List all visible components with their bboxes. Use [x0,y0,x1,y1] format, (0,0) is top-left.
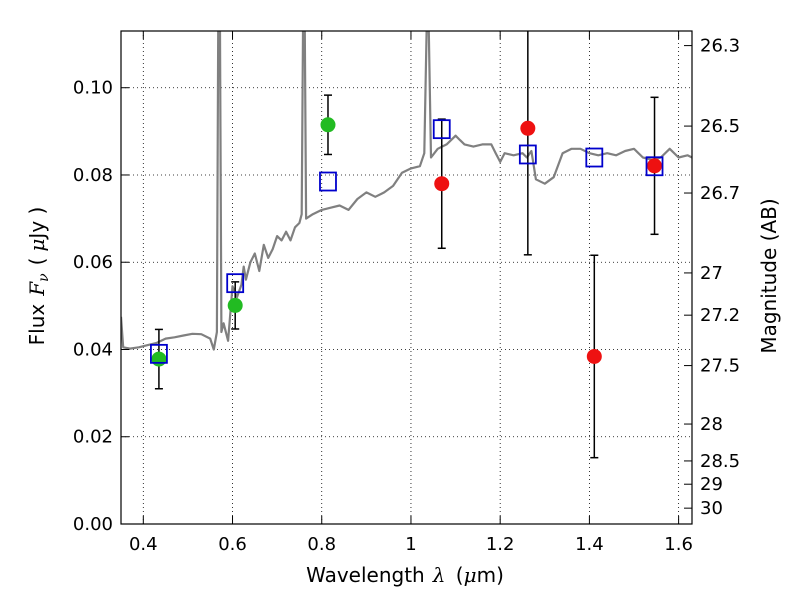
model-spectrum-layer [121,31,692,351]
y-tick-label: 0.04 [73,339,113,360]
mag-tick-label: 27 [700,263,723,284]
x-axis-label: Wavelength λ (μm) [306,563,504,587]
y-tick-label: 0.08 [73,165,113,186]
y-tick-label: 0.10 [73,78,113,99]
y-tick-label: 0.06 [73,252,113,273]
circle-green-point [320,117,336,133]
square-blue-point [150,343,168,364]
plot-area [121,31,692,459]
circle-red-point [586,348,602,364]
plot-frame [120,30,693,525]
mag-tick-label: 29 [700,474,723,495]
y-tick-labels: 0.00 0.02 0.04 0.06 0.08 0.10 [73,78,113,535]
square-blue-point [432,119,451,140]
circle-red-point [434,176,450,192]
y-tick-label: 0.00 [73,514,113,535]
square-blue-point [518,144,537,165]
mag-tick-label: 26.7 [700,183,740,204]
tick-marks [121,31,692,525]
x-tick-label: 0.4 [129,534,158,555]
y-tick-label: 0.02 [73,427,113,448]
square-blue-point [319,171,337,192]
mag-tick-label: 28.5 [700,451,740,472]
x-tick-label: 0.8 [307,534,336,555]
model-spectrum-line [121,31,692,351]
x-tick-label: 1.6 [664,534,693,555]
x-tick-label: 0.6 [218,534,247,555]
circle-marker-layer [151,117,663,367]
square-marker-layer [150,119,664,364]
grid [121,31,692,525]
y-axis-label-left: FluxFν(μJy ) [25,207,52,346]
y-axis-label-right: Magnitude (AB) [757,198,781,353]
circle-red-point [647,158,663,174]
mag-tick-label: 26.5 [700,116,740,137]
mag-tick-label: 26.3 [700,36,740,57]
square-blue-point [585,147,604,168]
mag-tick-label: 27.5 [700,356,740,377]
square-blue-point [226,273,245,294]
x-tick-label: 1.2 [486,534,515,555]
mag-tick-label: 28 [700,414,723,435]
circle-red-point [520,120,536,136]
x-tick-labels: 0.4 0.6 0.8 1 1.2 1.4 1.6 [129,534,693,555]
mag-tick-label: 27.2 [700,305,740,326]
x-tick-label: 1 [405,534,416,555]
x-tick-label: 1.4 [575,534,604,555]
square-blue-point [645,156,664,177]
circle-green-point [151,351,167,367]
mag-tick-label: 30 [700,498,723,519]
magnitude-tick-labels: 26.3 26.5 26.7 27 27.2 27.5 28 28.529 30 [700,36,740,520]
circle-green-point [227,297,243,313]
errorbar-layer [154,31,659,459]
